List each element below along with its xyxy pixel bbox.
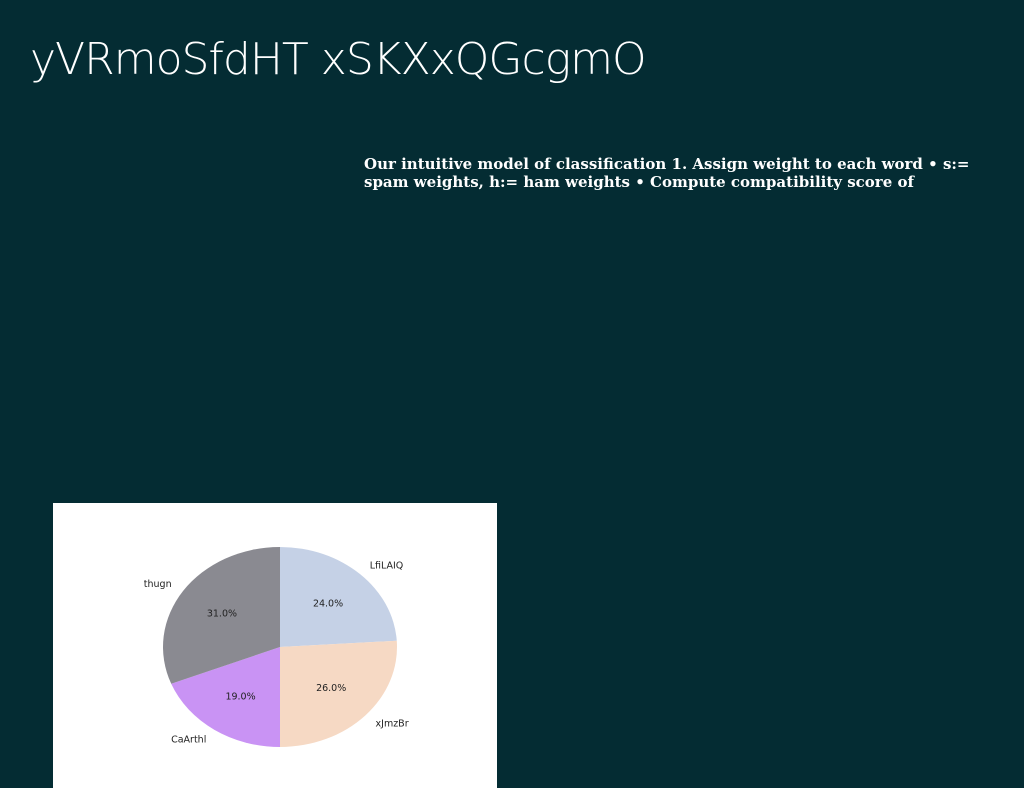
pie-category-label: thugn	[144, 579, 172, 590]
pie-slice	[171, 647, 280, 747]
pie-chart: 24.0% LfiLAIQ 26.0% xJmzBr 19.0% CaArthl 31.0%…	[144, 547, 409, 747]
pie-category-label: xJmzBr	[376, 719, 409, 730]
pie-slices	[163, 547, 398, 747]
pie-labels: 24.0% LfiLAIQ 26.0% xJmzBr 19.0% CaArthl 31.0%…	[144, 560, 409, 745]
pie-value-label: 26.0%	[316, 683, 346, 694]
pie-slice	[163, 547, 280, 684]
slide-body-text: Our intuitive model of classification 1.…	[364, 155, 970, 191]
pie-value-label: 31.0%	[207, 608, 237, 619]
pie-slice	[280, 640, 398, 747]
pie-category-label: CaArthl	[171, 735, 206, 746]
pie-value-label: 19.0%	[225, 692, 255, 703]
slide-title: yVRmoSfdHT xSKXxQGcgmO	[30, 34, 647, 85]
pie-category-label: LfiLAIQ	[370, 560, 404, 571]
pie-slice	[280, 547, 397, 647]
pie-value-label: 24.0%	[313, 598, 343, 609]
pie-chart-panel: 24.0% LfiLAIQ 26.0% xJmzBr 19.0% CaArthl 31.0%…	[53, 503, 497, 788]
